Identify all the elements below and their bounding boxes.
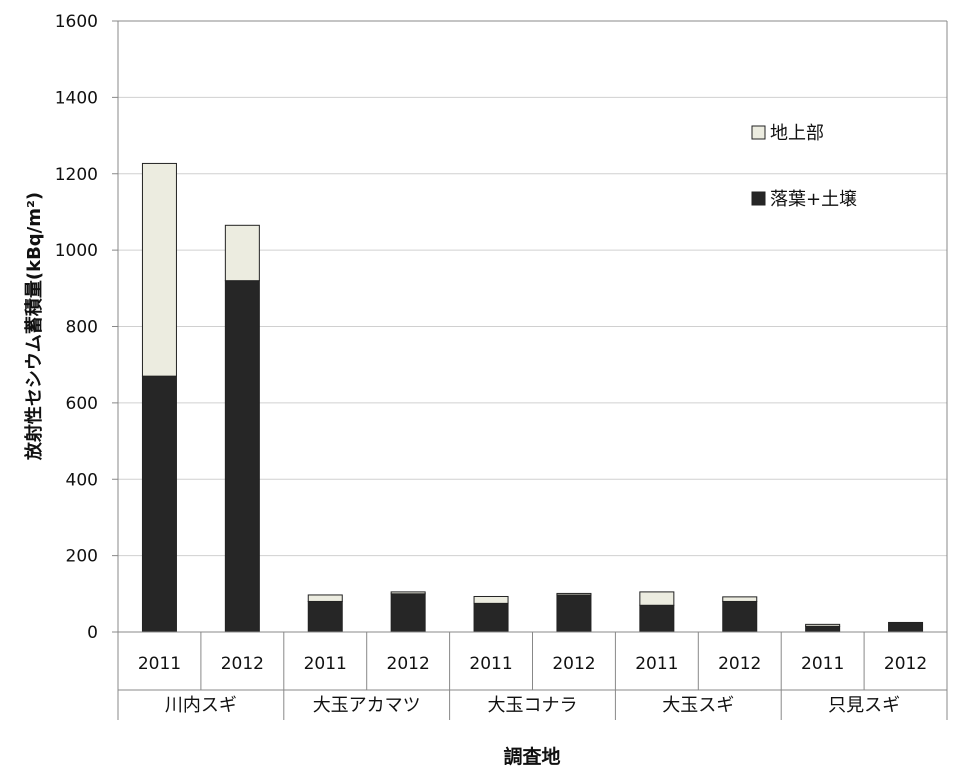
bar-segment-aboveground (390, 591, 426, 595)
bar-segment-aboveground (224, 224, 260, 282)
x-group-label: 川内スギ (165, 695, 237, 716)
legend-swatch (751, 191, 766, 206)
x-tick-label-year: 2011 (635, 654, 678, 674)
x-tick-label-year: 2011 (801, 654, 844, 674)
bar-segment-litter-soil (307, 600, 343, 633)
x-axis-label: 調査地 (503, 745, 560, 768)
legend-label: 地上部 (770, 123, 824, 144)
x-tick-label-year: 2012 (884, 654, 927, 674)
bar-segment-aboveground (722, 596, 758, 602)
bar-segment-litter-soil (888, 621, 924, 633)
bar-segment-aboveground (473, 595, 509, 604)
bar-segment-litter-soil (141, 375, 177, 633)
x-axis-categories: 2011 2012 2011 2012 2011 2012 2011 2012 2011 2012… (117, 632, 948, 720)
x-group-label: 大玉コナラ (488, 695, 578, 716)
legend-label: 落葉+土壌 (770, 189, 857, 210)
y-axis-ticks: 0 200 400 600 800 1000 1200 1400 1600 (55, 12, 98, 643)
x-tick-label-year: 2011 (304, 654, 347, 674)
y-tick-label: 400 (66, 470, 98, 490)
bar-segment-litter-soil (473, 602, 509, 633)
y-tick-label: 1600 (55, 12, 98, 32)
bar-segment-aboveground (639, 591, 675, 606)
x-tick-label-year: 2012 (552, 654, 595, 674)
y-tick-label: 600 (66, 394, 98, 414)
bar-segment-litter-soil (805, 625, 841, 633)
bar-segment-litter-soil (224, 280, 260, 633)
bar-segment-litter-soil (556, 594, 592, 633)
bar-segment-litter-soil (390, 593, 426, 633)
x-group-label: 大玉アカマツ (313, 695, 421, 716)
y-tick-label: 1000 (55, 241, 98, 261)
bar-segment-aboveground (556, 592, 592, 596)
bars (141, 162, 924, 633)
bar-segment-litter-soil (639, 604, 675, 633)
y-tick-label: 800 (66, 318, 98, 338)
x-tick-label-year: 2012 (387, 654, 430, 674)
x-tick-label-year: 2012 (221, 654, 264, 674)
x-tick-label-year: 2011 (469, 654, 512, 674)
y-tick-label: 1400 (55, 88, 98, 108)
x-tick-label-year: 2012 (718, 654, 761, 674)
x-group-label: 只見スギ (828, 695, 900, 716)
bar-segment-litter-soil (722, 600, 758, 633)
x-tick-label-year: 2011 (138, 654, 181, 674)
bar-segment-aboveground (805, 623, 841, 627)
y-tick-label: 0 (87, 623, 98, 643)
y-tick-label: 200 (66, 547, 98, 567)
legend-swatch (751, 125, 766, 140)
y-tick-label: 1200 (55, 165, 98, 185)
bar-segment-aboveground (307, 594, 343, 602)
y-axis-label: 放射性セシウム蓄積量(kBq/m²) (23, 192, 45, 461)
x-group-label: 大玉スギ (662, 695, 734, 716)
bar-segment-aboveground (141, 162, 177, 377)
